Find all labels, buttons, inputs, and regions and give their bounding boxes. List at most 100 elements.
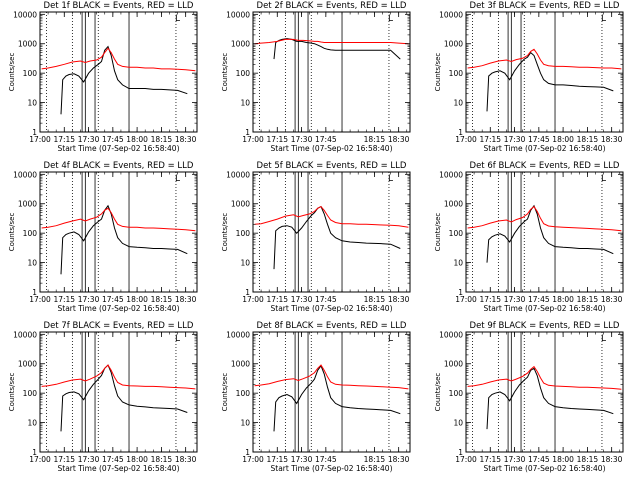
y-tick-label: 10 [453, 99, 463, 108]
y-tick-label: 1000 [18, 360, 37, 369]
corner-mark: L [388, 174, 393, 184]
y-axis-label: Counts/sec [8, 53, 16, 92]
y-axis-label: Counts/sec [434, 53, 442, 92]
x-tick-label: 18:00 [126, 295, 148, 304]
y-tick-label: 100 [449, 229, 464, 238]
y-tick-label: 10 [453, 419, 463, 428]
x-tick-label: 18:30 [388, 135, 410, 144]
lld-series-line [254, 205, 409, 228]
x-tick-label: 18:30 [175, 455, 197, 464]
chart-title: Det 4f BLACK = Events, RED = LLD [44, 161, 194, 171]
y-tick-label: 1000 [231, 40, 250, 49]
plot-frame [465, 331, 624, 453]
lld-series-line [41, 207, 196, 232]
y-tick-label: 10 [453, 259, 463, 268]
x-tick-label: 17:30 [78, 455, 100, 464]
corner-mark: L [601, 14, 606, 24]
x-tick-label: 18:30 [175, 295, 197, 304]
y-tick-label: 10000 [226, 10, 250, 19]
chart-title: Det 8f BLACK = Events, RED = LLD [257, 321, 407, 331]
x-tick-label: 18:00 [552, 455, 574, 464]
x-tick-label: 17:45 [528, 295, 550, 304]
x-tick-label: 17:30 [78, 135, 100, 144]
x-axis-label: Start Time (07-Sep-02 16:58:40) [58, 144, 180, 153]
lld-series-line [254, 364, 409, 390]
chart-title: Det 5f BLACK = Events, RED = LLD [257, 161, 407, 171]
x-tick-label: 17:45 [315, 135, 337, 144]
plot-frame [252, 171, 411, 293]
x-tick-label: 17:15 [266, 455, 288, 464]
x-tick-label: 17:00 [29, 295, 51, 304]
x-tick-label: 18:15 [364, 135, 386, 144]
x-tick-label: 17:45 [315, 455, 337, 464]
x-tick-label: 18:15 [151, 455, 173, 464]
y-tick-label: 100 [236, 69, 251, 78]
y-tick-label: 100 [236, 229, 251, 238]
x-tick-label: 17:30 [504, 295, 526, 304]
chart-panel-5: Det 5f BLACK = Events, RED = LLD L 1 10 100 1… [221, 161, 411, 313]
x-tick-label: 18:30 [601, 135, 623, 144]
x-tick-label: 17:15 [53, 295, 75, 304]
events-series-line [486, 51, 614, 112]
x-tick-label: 17:45 [102, 455, 124, 464]
x-tick-label: 18:00 [552, 295, 574, 304]
x-tick-label: 17:00 [29, 135, 51, 144]
chart-title: Det 6f BLACK = Events, RED = LLD [470, 161, 620, 171]
x-tick-label: 17:15 [479, 295, 501, 304]
x-tick-label: 18:15 [364, 295, 386, 304]
x-tick-label: 17:30 [78, 295, 100, 304]
x-tick-label: 17:30 [291, 455, 313, 464]
y-tick-label: 10 [240, 259, 250, 268]
x-axis-label: Start Time (07-Sep-02 16:58:40) [271, 464, 393, 473]
x-tick-label: 17:15 [266, 295, 288, 304]
x-tick-label: 18:00 [126, 135, 148, 144]
x-tick-label: 17:30 [504, 455, 526, 464]
x-tick-label: 18:15 [151, 295, 173, 304]
y-tick-label: 1000 [18, 40, 37, 49]
y-tick-label: 1000 [444, 360, 463, 369]
x-tick-label: 18:30 [388, 455, 410, 464]
y-axis-label: Counts/sec [221, 213, 229, 252]
x-tick-label: 17:45 [102, 295, 124, 304]
y-tick-label: 10000 [13, 170, 37, 179]
corner-mark: L [388, 14, 393, 24]
plot-frame [252, 11, 411, 133]
x-tick-label: 18:30 [601, 455, 623, 464]
corner-mark: L [175, 174, 180, 184]
y-tick-label: 10000 [13, 10, 37, 19]
y-tick-label: 10 [27, 99, 37, 108]
y-tick-label: 10 [240, 419, 250, 428]
y-tick-label: 1 [458, 128, 463, 137]
x-tick-label: 17:00 [455, 295, 477, 304]
events-series-line [486, 204, 614, 263]
y-axis-label: Counts/sec [434, 373, 442, 412]
y-tick-label: 1000 [18, 200, 37, 209]
y-tick-label: 1 [458, 448, 463, 457]
x-tick-label: 18:30 [388, 295, 410, 304]
plot-frame [39, 331, 198, 453]
y-tick-label: 10 [27, 419, 37, 428]
y-tick-label: 1 [32, 288, 37, 297]
x-tick-label: 17:15 [479, 135, 501, 144]
y-tick-label: 1 [245, 448, 250, 457]
chart-title: Det 9f BLACK = Events, RED = LLD [470, 321, 620, 331]
corner-mark: L [175, 334, 180, 344]
lld-series-line [41, 364, 196, 390]
x-axis-label: Start Time (07-Sep-02 16:58:40) [484, 144, 606, 153]
x-tick-label: 17:45 [528, 135, 550, 144]
y-tick-label: 100 [449, 69, 464, 78]
x-axis-label: Start Time (07-Sep-02 16:58:40) [58, 464, 180, 473]
events-series-line [60, 45, 188, 115]
x-tick-label: 17:00 [455, 135, 477, 144]
x-tick-label: 18:15 [577, 455, 599, 464]
x-tick-label: 18:00 [552, 135, 574, 144]
x-tick-label: 18:15 [577, 295, 599, 304]
x-tick-label: 18:00 [126, 455, 148, 464]
chart-panel-8: Det 8f BLACK = Events, RED = LLD L 1 10 100 1… [221, 321, 411, 473]
lld-series-line [41, 47, 196, 72]
x-axis-label: Start Time (07-Sep-02 16:58:40) [58, 304, 180, 313]
x-tick-label: 18:15 [364, 455, 386, 464]
chart-panel-1: Det 1f BLACK = Events, RED = LLD L 1 10 100 1… [8, 1, 198, 153]
chart-title: Det 7f BLACK = Events, RED = LLD [44, 321, 194, 331]
plot-frame [465, 171, 624, 293]
